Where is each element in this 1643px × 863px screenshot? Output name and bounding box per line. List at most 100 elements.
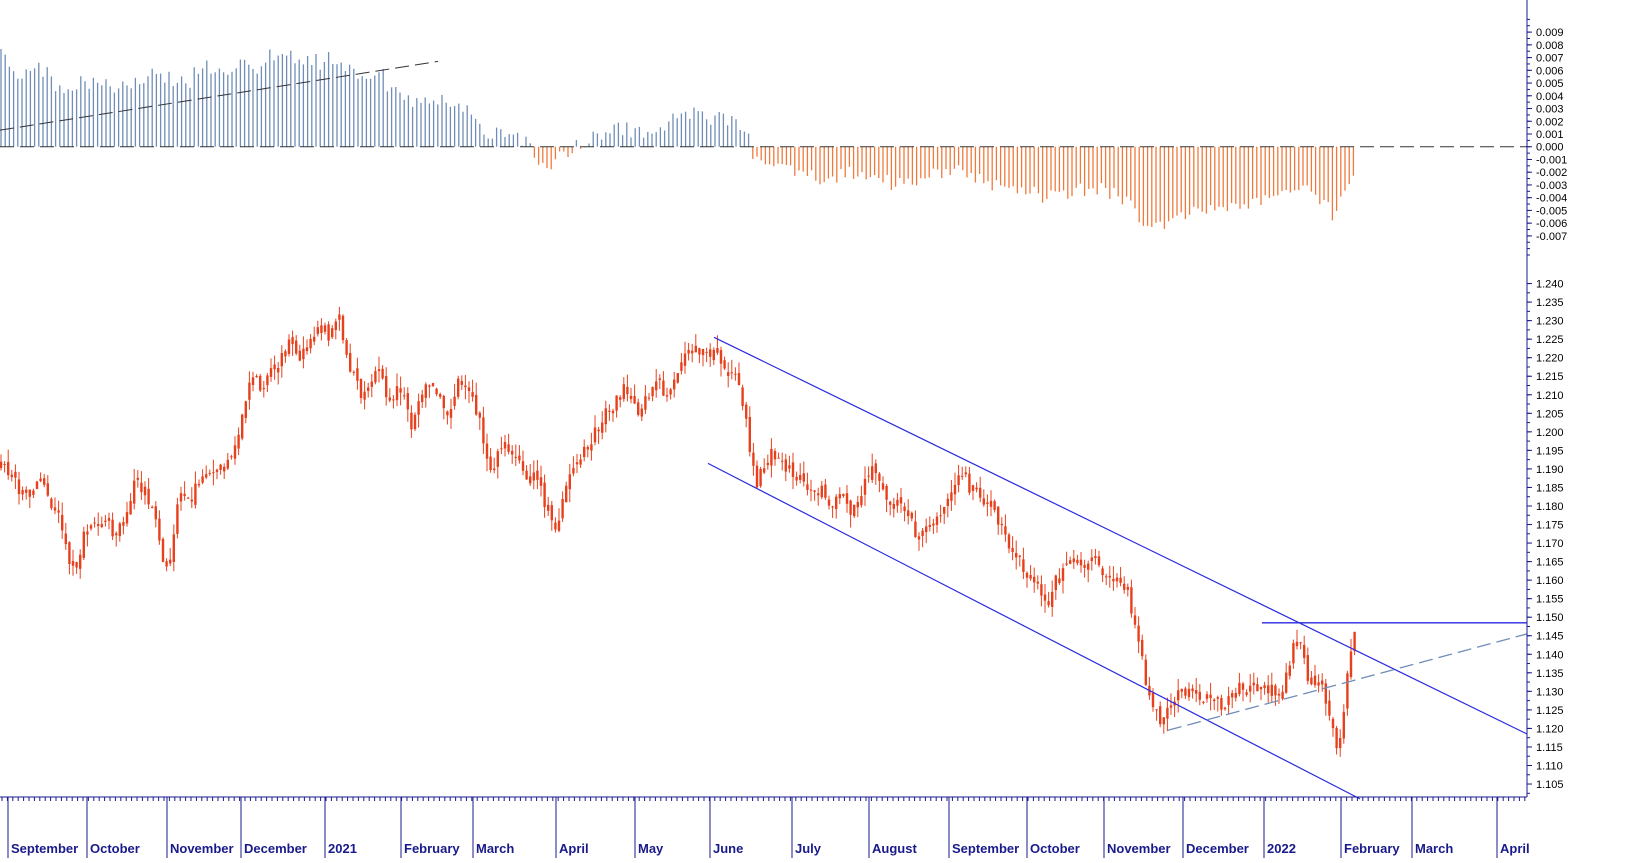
candlestick <box>273 355 276 380</box>
y-tick-label: 1.205 <box>1536 408 1564 420</box>
candlestick <box>169 548 172 567</box>
candlestick <box>1108 565 1111 588</box>
candlestick <box>1216 695 1219 712</box>
candlestick <box>889 500 892 516</box>
candlestick <box>1313 664 1317 688</box>
candlestick <box>813 490 816 501</box>
candlestick <box>244 400 247 424</box>
y-tick-label: 0.003 <box>1536 104 1564 116</box>
candlestick <box>464 375 467 400</box>
y-tick-label: 1.215 <box>1536 371 1564 383</box>
channel-lower-line <box>707 462 1361 800</box>
candlestick <box>709 343 712 367</box>
candlestick <box>399 376 402 406</box>
candlestick <box>43 474 46 488</box>
candlestick <box>161 537 165 563</box>
candlestick <box>838 487 841 505</box>
candlestick <box>136 470 139 488</box>
candlestick <box>525 465 528 481</box>
candlestick <box>1263 681 1266 695</box>
candlestick <box>115 531 118 547</box>
y-tick-label: 1.120 <box>1536 723 1564 735</box>
candlestick <box>14 464 17 489</box>
candlestick <box>125 501 129 527</box>
candlestick <box>395 373 399 407</box>
candlestick <box>953 472 957 506</box>
candlestick <box>572 456 575 477</box>
candlestick <box>921 528 924 548</box>
candlestick <box>158 510 161 545</box>
candlestick <box>374 366 377 385</box>
candlestick <box>1011 536 1014 561</box>
y-tick-label: 1.110 <box>1536 760 1563 772</box>
candlestick <box>1018 554 1021 567</box>
candlestick <box>287 334 291 357</box>
candlestick <box>331 325 334 339</box>
candlestick <box>1299 641 1302 650</box>
candlestick <box>892 497 895 518</box>
candlestick <box>1162 717 1165 734</box>
candlestick <box>298 344 301 362</box>
candlestick <box>734 367 737 381</box>
candlestick <box>853 504 856 518</box>
candlestick <box>172 524 175 572</box>
candlestick <box>561 491 564 522</box>
candlestick <box>313 326 316 346</box>
candlestick <box>529 464 532 486</box>
candlestick <box>586 445 589 458</box>
candlestick <box>485 433 489 472</box>
candlestick <box>799 463 802 484</box>
candlestick <box>64 523 67 550</box>
candlestick <box>266 372 269 392</box>
candlestick <box>118 521 121 542</box>
y-tick-label: 1.130 <box>1536 686 1564 698</box>
candlestick <box>187 496 190 499</box>
candlestick <box>439 392 442 399</box>
candlestick <box>71 549 75 576</box>
candlestick <box>1033 567 1036 593</box>
candlestick <box>277 362 280 385</box>
candlestick <box>309 334 312 354</box>
candlestick <box>316 320 319 337</box>
candlestick <box>1324 679 1327 716</box>
candlestick <box>1119 567 1122 587</box>
candlestick <box>899 487 903 513</box>
candlestick <box>251 371 255 392</box>
candlestick <box>1105 573 1108 586</box>
candlestick <box>727 362 730 388</box>
candlestick <box>1036 575 1039 590</box>
y-tick-label: 1.115 <box>1536 742 1563 754</box>
candlestick <box>183 481 186 501</box>
candlestick <box>446 410 449 425</box>
candlestick <box>453 383 456 410</box>
candlestick <box>885 484 888 513</box>
x-tick-label: February <box>404 841 460 856</box>
candlestick <box>338 306 341 331</box>
candlestick <box>1065 551 1068 566</box>
candlestick <box>1007 532 1011 554</box>
candlestick <box>1223 706 1227 711</box>
candlestick <box>471 379 474 402</box>
candlestick <box>521 450 525 476</box>
candlestick <box>100 516 103 529</box>
candlestick <box>1288 660 1291 680</box>
candlestick <box>205 465 208 480</box>
candlestick <box>1184 686 1187 700</box>
y-tick-label: 1.240 <box>1536 279 1564 291</box>
candlestick <box>79 549 82 579</box>
candlestick <box>863 466 867 506</box>
candlestick <box>295 335 298 356</box>
candlestick <box>925 518 928 544</box>
candlestick <box>1339 729 1342 757</box>
candlestick <box>568 463 571 503</box>
candlestick <box>241 413 244 441</box>
candlestick <box>1043 584 1047 613</box>
candlestick <box>1141 634 1144 660</box>
candlestick <box>1025 571 1029 588</box>
candlestick <box>712 347 715 366</box>
candlestick <box>1058 568 1061 585</box>
candlestick <box>53 497 57 515</box>
y-tick-label: 1.105 <box>1536 779 1564 791</box>
candlestick <box>511 445 514 464</box>
candlestick <box>680 353 683 375</box>
